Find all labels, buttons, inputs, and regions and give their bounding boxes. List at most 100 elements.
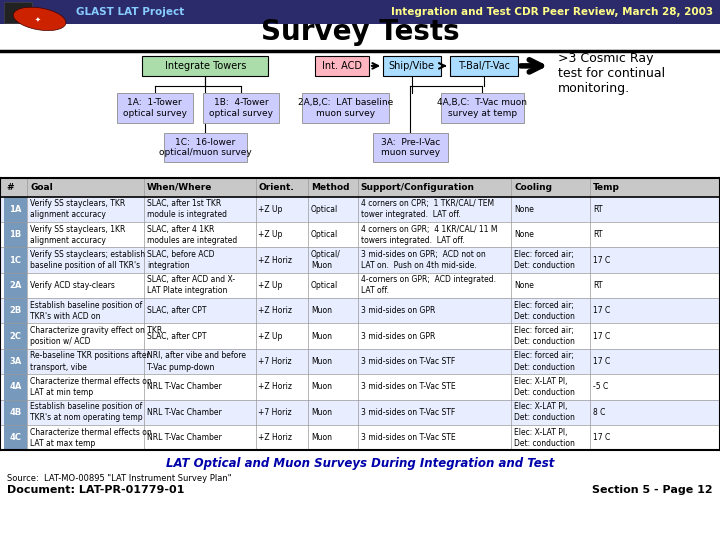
- Text: Muon: Muon: [311, 433, 332, 442]
- Text: 4B: 4B: [9, 408, 22, 417]
- Text: 4 corners on GPR;  4 1KR/CAL/ 11 M
towers integrated.  LAT off.: 4 corners on GPR; 4 1KR/CAL/ 11 M towers…: [361, 225, 498, 245]
- Text: 2B: 2B: [9, 306, 22, 315]
- Text: None: None: [514, 230, 534, 239]
- Text: Elec: X-LAT Pl,
Det: conduction: Elec: X-LAT Pl, Det: conduction: [514, 428, 575, 448]
- Text: NRI, after vibe and before
T-Vac pump-down: NRI, after vibe and before T-Vac pump-do…: [147, 352, 246, 372]
- Bar: [383, 56, 441, 76]
- Text: 3 mid-sides on T-Vac STE: 3 mid-sides on T-Vac STE: [361, 382, 455, 392]
- Text: 1C:  16-lower
optical/muon survey: 1C: 16-lower optical/muon survey: [159, 138, 251, 157]
- Text: 3A: 3A: [9, 357, 22, 366]
- Text: -5 C: -5 C: [593, 382, 608, 392]
- Text: Muon: Muon: [311, 357, 332, 366]
- Text: None: None: [514, 205, 534, 214]
- Bar: [4, 273, 27, 298]
- Text: 3A:  Pre-I-Vac
muon survey: 3A: Pre-I-Vac muon survey: [381, 138, 440, 157]
- Text: 4C: 4C: [9, 433, 22, 442]
- Text: SLAC, after CPT: SLAC, after CPT: [147, 332, 207, 341]
- Bar: [204, 93, 279, 123]
- Text: 4 corners on CPR;  1 TKR/CAL/ TEM
tower integrated.  LAT off.: 4 corners on CPR; 1 TKR/CAL/ TEM tower i…: [361, 199, 494, 219]
- Bar: [4, 400, 27, 425]
- Text: Section 5 - Page 12: Section 5 - Page 12: [592, 485, 713, 496]
- Text: Establish baseline position of
TKR's with ACD on: Establish baseline position of TKR's wit…: [30, 301, 143, 321]
- Text: 4A: 4A: [9, 382, 22, 392]
- Text: Optical: Optical: [311, 205, 338, 214]
- Text: NRL T-Vac Chamber: NRL T-Vac Chamber: [147, 408, 222, 417]
- Bar: [0, 24, 720, 51]
- Text: 17 C: 17 C: [593, 433, 611, 442]
- Bar: [4, 349, 27, 374]
- Text: 2C: 2C: [9, 332, 22, 341]
- Text: Temp: Temp: [593, 183, 620, 192]
- Text: 17 C: 17 C: [593, 332, 611, 341]
- Text: Survey Tests: Survey Tests: [261, 18, 459, 46]
- Bar: [4, 298, 27, 323]
- Text: +7 Horiz: +7 Horiz: [258, 408, 292, 417]
- Text: NRL T-Vac Chamber: NRL T-Vac Chamber: [147, 433, 222, 442]
- Text: 17 C: 17 C: [593, 306, 611, 315]
- Text: Verify SS stayclears, 1KR
alignment accuracy: Verify SS stayclears, 1KR alignment accu…: [30, 225, 125, 245]
- Bar: [0, 425, 720, 450]
- Text: 8 C: 8 C: [593, 408, 606, 417]
- Text: 4A,B,C:  T-Vac muon
survey at temp: 4A,B,C: T-Vac muon survey at temp: [438, 98, 528, 118]
- Text: Elec: forced air;
Det: conduction: Elec: forced air; Det: conduction: [514, 352, 575, 372]
- Bar: [0, 298, 720, 323]
- Text: 1A: 1A: [9, 205, 22, 214]
- Text: +Z Horiz: +Z Horiz: [258, 255, 292, 265]
- Text: SLAC, after ACD and X-
LAT Plate integration: SLAC, after ACD and X- LAT Plate integra…: [147, 275, 235, 295]
- Text: 3 mid-sides on GPR: 3 mid-sides on GPR: [361, 306, 435, 315]
- Text: 17 C: 17 C: [593, 357, 611, 366]
- Text: Characterize thermal effects on
LAT at max temp: Characterize thermal effects on LAT at m…: [30, 428, 152, 448]
- Bar: [4, 247, 27, 273]
- Text: Orient.: Orient.: [258, 183, 294, 192]
- Text: Elec: X-LAT Pl,
Det: conduction: Elec: X-LAT Pl, Det: conduction: [514, 377, 575, 397]
- Bar: [4, 323, 27, 349]
- Text: Ship/Vibe: Ship/Vibe: [389, 61, 435, 71]
- Text: LAT Optical and Muon Surveys During Integration and Test: LAT Optical and Muon Surveys During Inte…: [166, 457, 554, 470]
- Bar: [0, 400, 720, 425]
- Text: Elec: forced air;
Det: conduction: Elec: forced air; Det: conduction: [514, 326, 575, 346]
- Text: Integration and Test CDR Peer Review, March 28, 2003: Integration and Test CDR Peer Review, Ma…: [391, 7, 713, 17]
- Text: 1A:  1-Tower
optical survey: 1A: 1-Tower optical survey: [123, 98, 186, 118]
- Text: 1C: 1C: [9, 255, 22, 265]
- Text: RT: RT: [593, 281, 603, 290]
- Text: 1B: 1B: [9, 230, 22, 239]
- Text: +Z Up: +Z Up: [258, 230, 283, 239]
- Text: +Z Up: +Z Up: [258, 281, 283, 290]
- Bar: [0, 323, 720, 349]
- Text: Elec: forced air;
Det: conduction: Elec: forced air; Det: conduction: [514, 301, 575, 321]
- Text: Muon: Muon: [311, 332, 332, 341]
- Text: +Z Horiz: +Z Horiz: [258, 433, 292, 442]
- Bar: [0, 178, 720, 197]
- Text: 3 mid-sides on GPR: 3 mid-sides on GPR: [361, 332, 435, 341]
- Text: Establish baseline position of
TKR's at nom operating temp: Establish baseline position of TKR's at …: [30, 402, 143, 422]
- Bar: [449, 56, 518, 76]
- Bar: [315, 56, 369, 76]
- Text: Goal: Goal: [30, 183, 53, 192]
- Text: 3 mid-sides on T-Vac STF: 3 mid-sides on T-Vac STF: [361, 408, 455, 417]
- Text: RT: RT: [593, 205, 603, 214]
- Bar: [441, 93, 524, 123]
- Text: +Z Horiz: +Z Horiz: [258, 382, 292, 392]
- Text: Elec: forced air;
Det: conduction: Elec: forced air; Det: conduction: [514, 250, 575, 270]
- Bar: [4, 222, 27, 247]
- Bar: [142, 56, 268, 76]
- Bar: [0, 0, 720, 24]
- Text: Cooling: Cooling: [514, 183, 552, 192]
- Text: Verify SS stayclears, TKR
alignment accuracy: Verify SS stayclears, TKR alignment accu…: [30, 199, 125, 219]
- Text: Characterize gravity effect on TKR
position w/ ACD: Characterize gravity effect on TKR posit…: [30, 326, 163, 346]
- Text: 17 C: 17 C: [593, 255, 611, 265]
- Text: Optical: Optical: [311, 230, 338, 239]
- Bar: [0, 374, 720, 400]
- Text: SLAC, after CPT: SLAC, after CPT: [147, 306, 207, 315]
- Text: Characterize thermal effects on
LAT at min temp: Characterize thermal effects on LAT at m…: [30, 377, 152, 397]
- Text: When/Where: When/Where: [147, 183, 212, 192]
- Bar: [302, 93, 389, 123]
- Text: 3 mid-sides on T-Vac STE: 3 mid-sides on T-Vac STE: [361, 433, 455, 442]
- Text: SLAC, after 4 1KR
modules are integrated: SLAC, after 4 1KR modules are integrated: [147, 225, 237, 245]
- Ellipse shape: [13, 7, 66, 31]
- Text: +Z Up: +Z Up: [258, 332, 283, 341]
- Text: Optical: Optical: [311, 281, 338, 290]
- Text: NRL T-Vac Chamber: NRL T-Vac Chamber: [147, 382, 222, 392]
- Text: Re-baseline TKR positions after
transport, vibe: Re-baseline TKR positions after transpor…: [30, 352, 150, 372]
- Text: +Z Up: +Z Up: [258, 205, 283, 214]
